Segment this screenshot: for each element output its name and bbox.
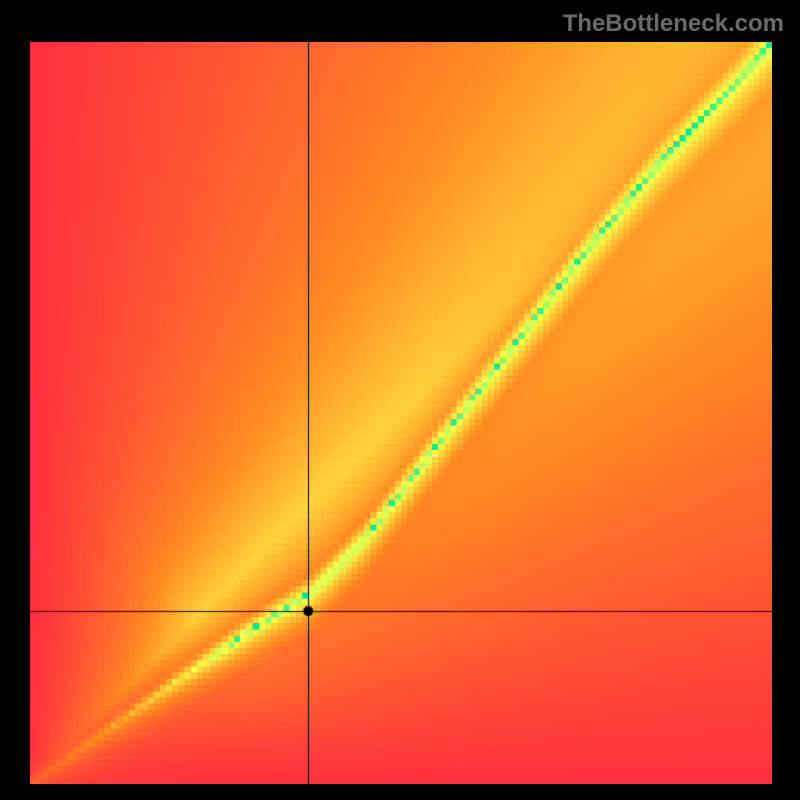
- watermark-text: TheBottleneck.com: [563, 10, 784, 38]
- bottleneck-heatmap: [30, 42, 772, 784]
- chart-container: { "meta": { "watermark_text": "TheBottle…: [0, 0, 800, 800]
